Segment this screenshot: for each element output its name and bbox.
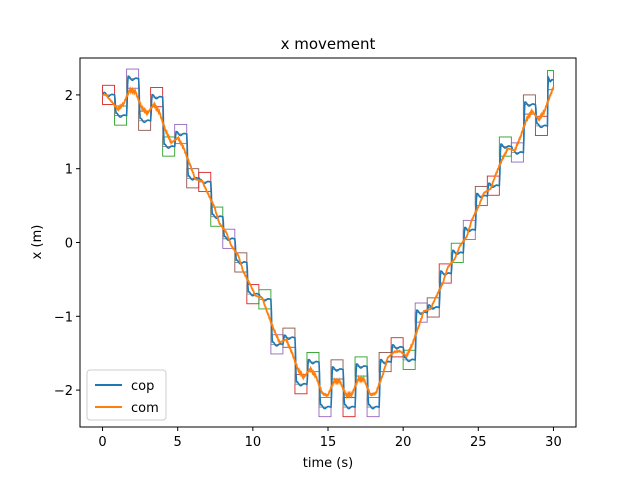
x-tick-label: 25 — [470, 435, 487, 450]
y-tick-label: −2 — [54, 384, 73, 399]
y-tick-label: 1 — [65, 163, 73, 178]
legend-label-com: com — [131, 401, 159, 416]
y-tick-label: 0 — [65, 237, 73, 252]
x-axis: 0 5 10 15 20 25 30 — [98, 427, 562, 450]
x-tick-label: 5 — [174, 435, 182, 450]
legend: cop com — [86, 369, 167, 421]
series-line-cop — [101, 74, 554, 410]
chart-title: x movement — [281, 35, 376, 53]
x-tick-label: 10 — [245, 435, 262, 450]
y-axis-label: x (m) — [30, 225, 45, 260]
x-tick-label: 0 — [98, 435, 106, 450]
plot-marks — [101, 68, 555, 418]
y-axis: −2 −1 0 1 2 — [54, 89, 80, 399]
x-tick-label: 20 — [395, 435, 412, 450]
y-tick-label: −1 — [54, 310, 73, 325]
x-tick-label: 30 — [545, 435, 562, 450]
y-tick-label: 2 — [65, 89, 73, 104]
series-line-com — [102, 85, 555, 400]
legend-label-cop: cop — [131, 379, 154, 394]
x-tick-label: 15 — [320, 435, 337, 450]
plot-area — [101, 68, 555, 418]
x-axis-label: time (s) — [303, 456, 353, 471]
